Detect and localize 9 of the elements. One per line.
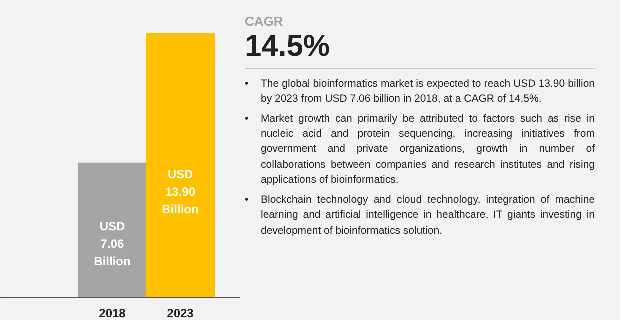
data-label: USD 7.06 Billion (94, 219, 131, 268)
x-tick-label: 2023 (167, 306, 194, 320)
text: CAGR (245, 14, 284, 29)
data-label: USD 13.90 Billion (162, 167, 199, 216)
text: • The global bioinformatics market is expected to reach USD 13.90 billion by 2023 from USD 7.06 billion in 2018, at a CAGR of 14.5%. (245, 76, 595, 107)
text: • Market growth can primarily be attributed to factors such as rise in nucleic acid and protein sequencing, increasing initiatives from government and private organizations, growth in number of collaborations between companies and research institutes and rising applications of bioinformatics. (245, 112, 595, 188)
x-tick-label: 2018 (99, 306, 126, 320)
text: • Blockchain technology and cloud technology, integration of machine learning and artificial intelligence in healthcare, IT giants investing in development of bioinformatics solution. (245, 193, 595, 239)
text: 14.5% (245, 30, 595, 69)
